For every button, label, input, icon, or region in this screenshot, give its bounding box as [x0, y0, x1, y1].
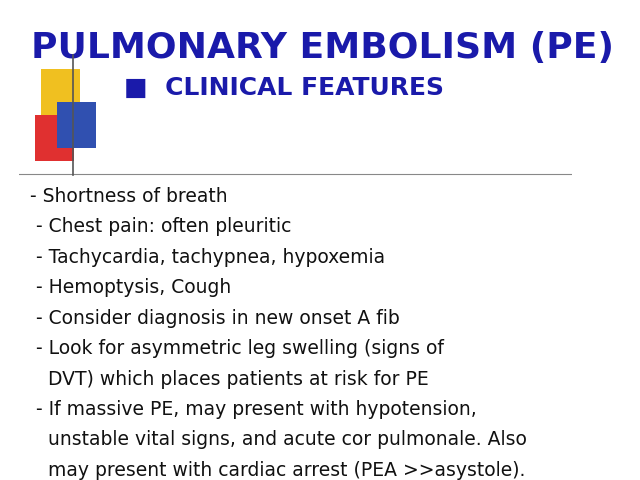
Text: - Tachycardia, tachypnea, hypoxemia: - Tachycardia, tachypnea, hypoxemia: [29, 248, 385, 267]
FancyBboxPatch shape: [35, 115, 74, 161]
Text: - Hemoptysis, Cough: - Hemoptysis, Cough: [29, 278, 231, 297]
Text: ■  CLINICAL FEATURES: ■ CLINICAL FEATURES: [124, 76, 444, 100]
Text: may present with cardiac arrest (PEA >>asystole).: may present with cardiac arrest (PEA >>a…: [29, 461, 525, 480]
Text: - Shortness of breath: - Shortness of breath: [29, 187, 227, 206]
Text: - Consider diagnosis in new onset A fib: - Consider diagnosis in new onset A fib: [29, 309, 399, 328]
Text: unstable vital signs, and acute cor pulmonale. Also: unstable vital signs, and acute cor pulm…: [29, 431, 527, 449]
Text: - Look for asymmetric leg swelling (signs of: - Look for asymmetric leg swelling (sign…: [29, 339, 444, 358]
FancyBboxPatch shape: [58, 101, 96, 148]
FancyBboxPatch shape: [41, 69, 79, 115]
Text: DVT) which places patients at risk for PE: DVT) which places patients at risk for P…: [29, 370, 429, 388]
Text: - If massive PE, may present with hypotension,: - If massive PE, may present with hypote…: [29, 400, 477, 419]
Text: PULMONARY EMBOLISM (PE): PULMONARY EMBOLISM (PE): [31, 32, 614, 65]
Text: - Chest pain: often pleuritic: - Chest pain: often pleuritic: [29, 217, 291, 236]
